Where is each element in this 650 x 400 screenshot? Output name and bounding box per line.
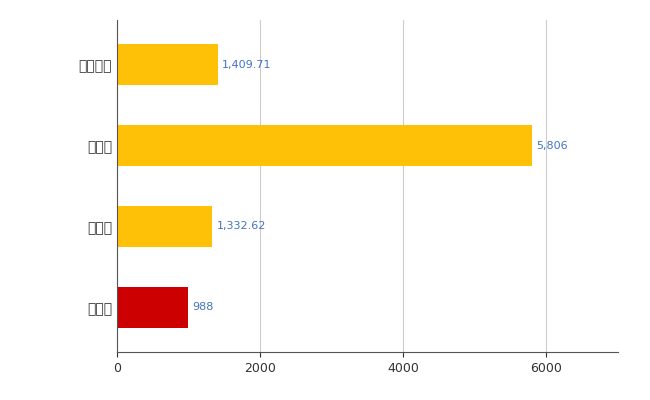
Text: 5,806: 5,806 (536, 140, 568, 150)
Bar (117, 287, 188, 328)
Text: 988: 988 (192, 302, 213, 312)
Text: 1,332.62: 1,332.62 (216, 222, 266, 232)
Bar (117, 44, 218, 85)
Text: 1,409.71: 1,409.71 (222, 60, 272, 70)
Bar (117, 206, 213, 247)
Bar (117, 125, 532, 166)
